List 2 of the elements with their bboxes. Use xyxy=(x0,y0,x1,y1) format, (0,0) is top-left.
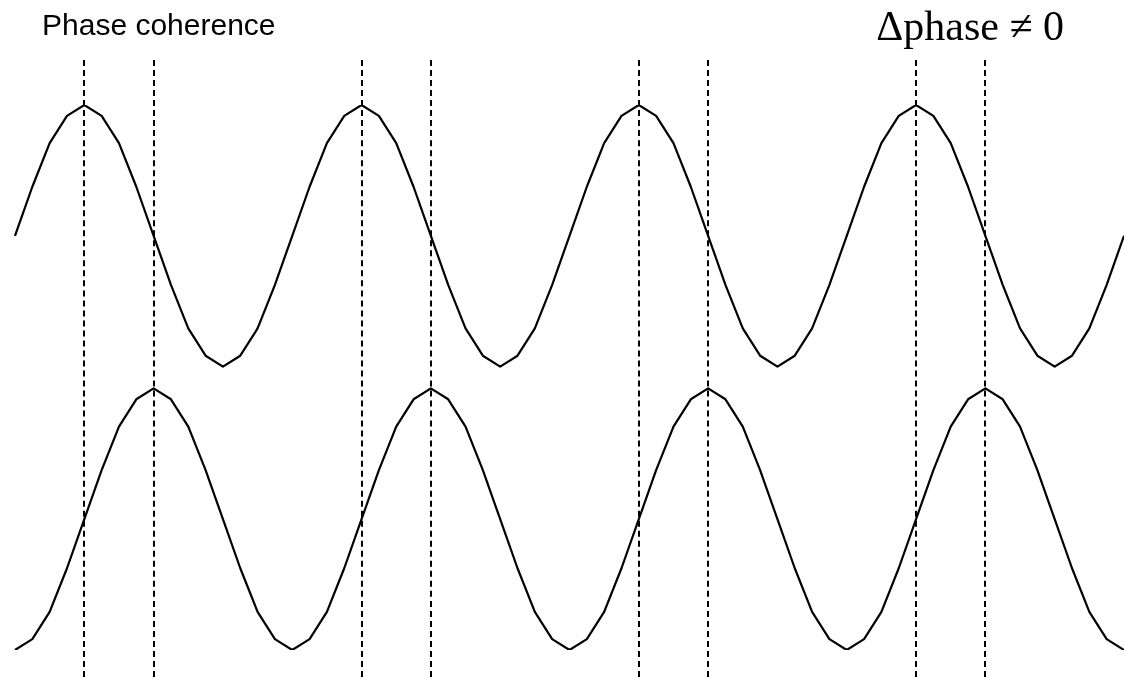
text: Δphase ≠ 0 xyxy=(876,2,1064,50)
chart-title: Phase coherence xyxy=(42,8,276,42)
